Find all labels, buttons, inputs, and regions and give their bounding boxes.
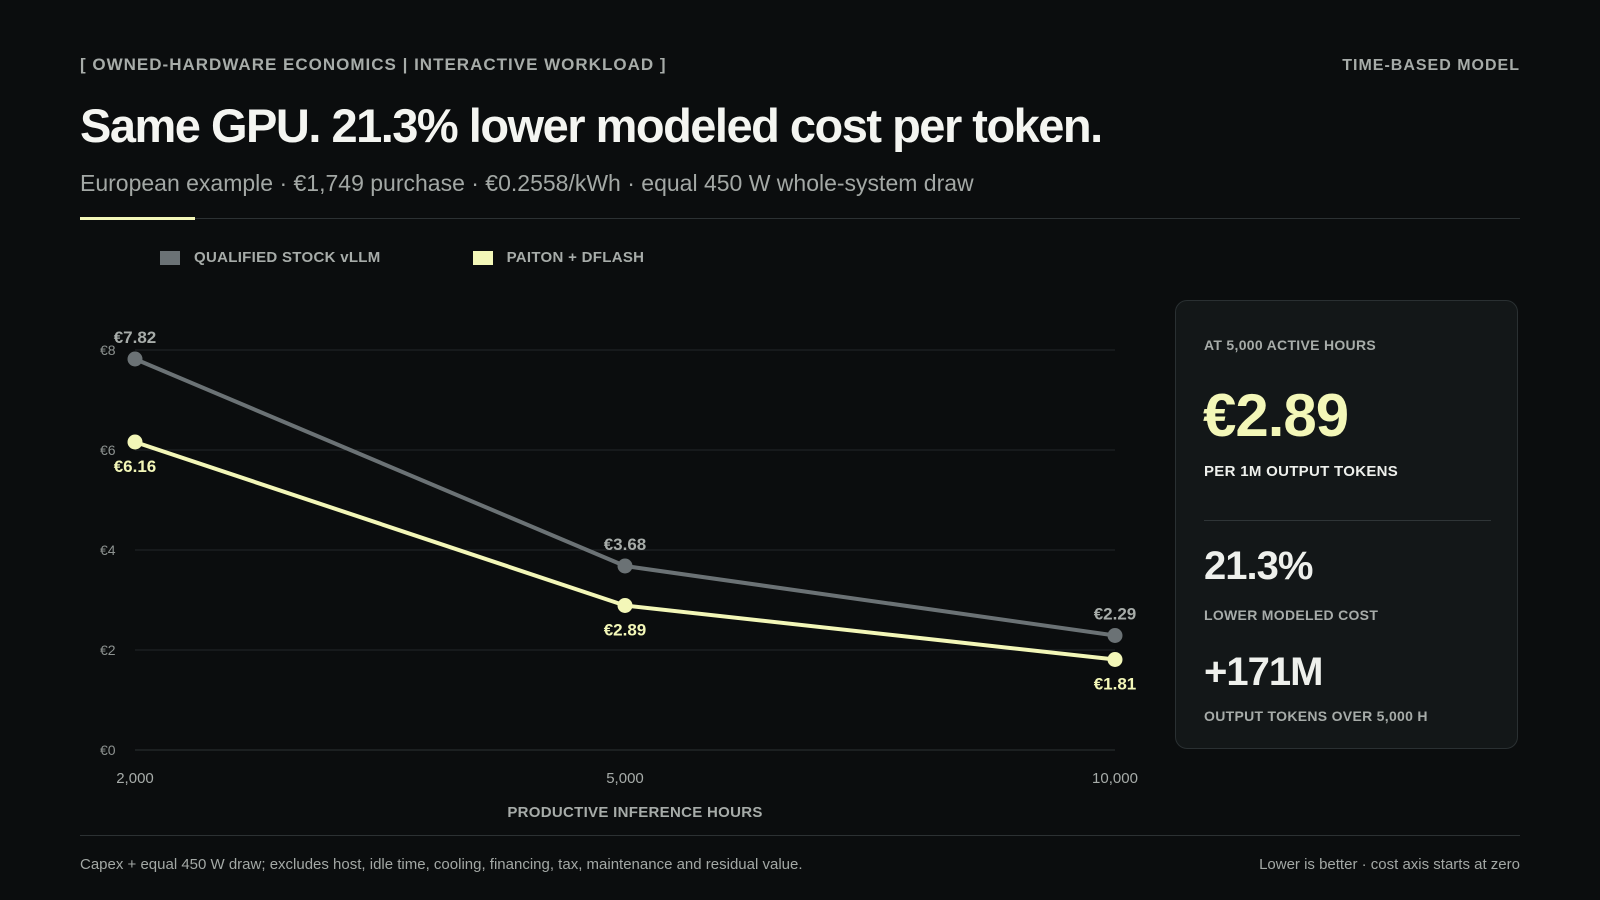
card-stat-savings-value: 21.3% [1204, 544, 1313, 588]
y-tick-label: €8 [100, 342, 116, 358]
stock-data-label: €3.68 [604, 535, 647, 554]
paiton-data-point [127, 434, 143, 450]
page-title: Same GPU. 21.3% lower modeled cost per t… [80, 99, 1103, 152]
stock-series-line [134, 357, 1116, 638]
header-accent-bar [80, 217, 195, 220]
footer-divider [80, 835, 1520, 836]
stock-data-point [127, 351, 143, 367]
paiton-data-point [617, 598, 633, 613]
chart-legend: QUALIFIED STOCK vLLM PAITON + DFLASH [160, 249, 644, 266]
paiton-data-label: €1.81 [1094, 675, 1137, 694]
stock-data-label: €7.82 [114, 328, 157, 347]
legend-label-paiton: PAITON + DFLASH [506, 249, 645, 266]
y-tick-label: €2 [100, 642, 116, 658]
x-axis-title: PRODUCTIVE INFERENCE HOURS [507, 804, 762, 821]
card-headline-label: PER 1M OUTPUT TOKENS [1204, 463, 1399, 480]
card-headline-value: €2.89 [1203, 382, 1349, 449]
footer-caption: Lower is better · cost axis starts at ze… [1259, 856, 1520, 873]
eyebrow-label: [ OWNED-HARDWARE ECONOMICS | INTERACTIVE… [80, 55, 667, 74]
legend-item-stock: QUALIFIED STOCK vLLM [160, 249, 381, 266]
x-tick-label: 5,000 [606, 770, 644, 787]
header-divider [80, 218, 1520, 219]
card-stat-savings-label: LOWER MODELED COST [1204, 607, 1379, 623]
model-type-label: TIME-BASED MODEL [1342, 57, 1520, 74]
y-tick-label: €4 [100, 542, 116, 558]
legend-swatch-paiton [472, 250, 493, 265]
paiton-data-label: €6.16 [114, 457, 157, 476]
card-stat-tokens-value: +171M [1204, 650, 1323, 694]
y-tick-label: €6 [100, 442, 116, 458]
card-stat-tokens-label: OUTPUT TOKENS OVER 5,000 H [1204, 708, 1428, 724]
cost-line-chart: €0 €2 €4 €6 €8 2,000 5,000 10,000 PRODUCTIVE INF… [100, 328, 1138, 821]
stock-data-point [1107, 628, 1123, 643]
legend-label-stock: QUALIFIED STOCK vLLM [194, 249, 381, 266]
page-subtitle: European example · €1,749 purchase · €0.… [80, 170, 974, 196]
y-tick-label: €0 [100, 742, 116, 758]
stock-data-label: €2.29 [1094, 605, 1137, 624]
legend-item-paiton: PAITON + DFLASH [472, 249, 645, 266]
footer-note: Capex + equal 450 W draw; excludes host,… [80, 856, 803, 873]
card-divider [1204, 520, 1491, 521]
paiton-data-point [1107, 652, 1123, 667]
paiton-data-label: €2.89 [604, 621, 647, 640]
x-tick-label: 2,000 [116, 770, 154, 787]
summary-card: AT 5,000 ACTIVE HOURS €2.89 PER 1M OUTPU… [1175, 300, 1518, 749]
stock-data-point [617, 558, 633, 574]
card-kicker: AT 5,000 ACTIVE HOURS [1204, 337, 1377, 353]
x-tick-label: 10,000 [1092, 770, 1138, 787]
legend-swatch-stock [160, 250, 180, 265]
